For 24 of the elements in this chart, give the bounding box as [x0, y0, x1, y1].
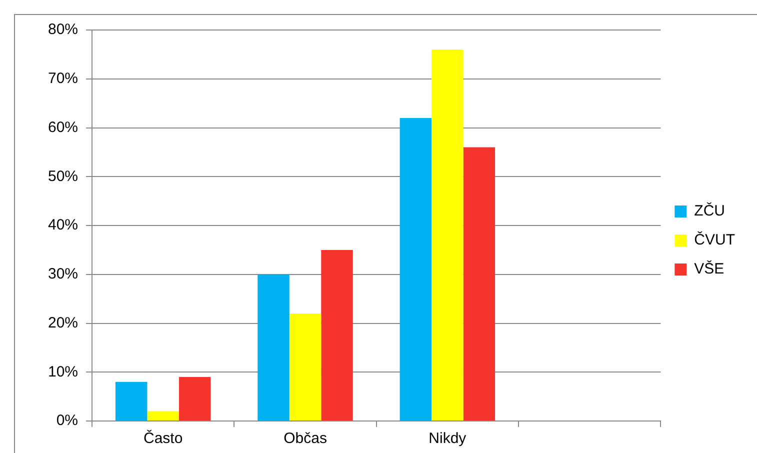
bar	[289, 313, 322, 420]
bar	[400, 118, 432, 420]
x-tick-label: Nikdy	[428, 430, 467, 448]
bar	[258, 274, 290, 420]
y-tick-label: 50%	[48, 168, 78, 185]
y-tick-label: 0%	[56, 412, 78, 430]
y-tick-label: 20%	[48, 314, 78, 332]
bar	[321, 250, 353, 420]
legend-label: ZČU	[694, 202, 725, 220]
y-tick-label: 10%	[48, 363, 78, 380]
y-tick-label: 60%	[48, 118, 78, 136]
y-tick-label: 80%	[48, 21, 78, 38]
bar	[115, 382, 148, 420]
x-tick-label: Občas	[284, 430, 327, 448]
y-tick-label: 40%	[48, 216, 78, 234]
y-tick-label: 30%	[48, 266, 78, 283]
x-tick-label: Často	[144, 429, 183, 448]
bar	[147, 411, 179, 420]
legend-label: VŠE	[694, 260, 724, 278]
legend-label: ČVUT	[694, 230, 736, 249]
y-tick-label: 70%	[48, 70, 78, 88]
bar	[463, 147, 496, 420]
bar	[432, 50, 464, 420]
bar	[178, 377, 211, 420]
